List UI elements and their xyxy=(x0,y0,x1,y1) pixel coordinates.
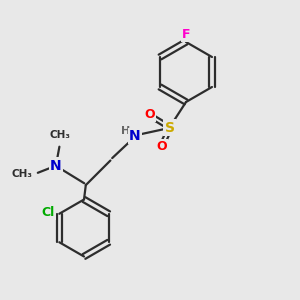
Text: N: N xyxy=(50,159,61,172)
Text: O: O xyxy=(157,140,167,153)
Text: S: S xyxy=(164,121,175,134)
Text: O: O xyxy=(145,108,155,122)
Text: H: H xyxy=(121,125,130,136)
Text: Cl: Cl xyxy=(41,206,55,219)
Text: N: N xyxy=(129,129,141,143)
Text: CH₃: CH₃ xyxy=(50,130,71,140)
Text: CH₃: CH₃ xyxy=(12,169,33,179)
Text: F: F xyxy=(182,28,190,41)
